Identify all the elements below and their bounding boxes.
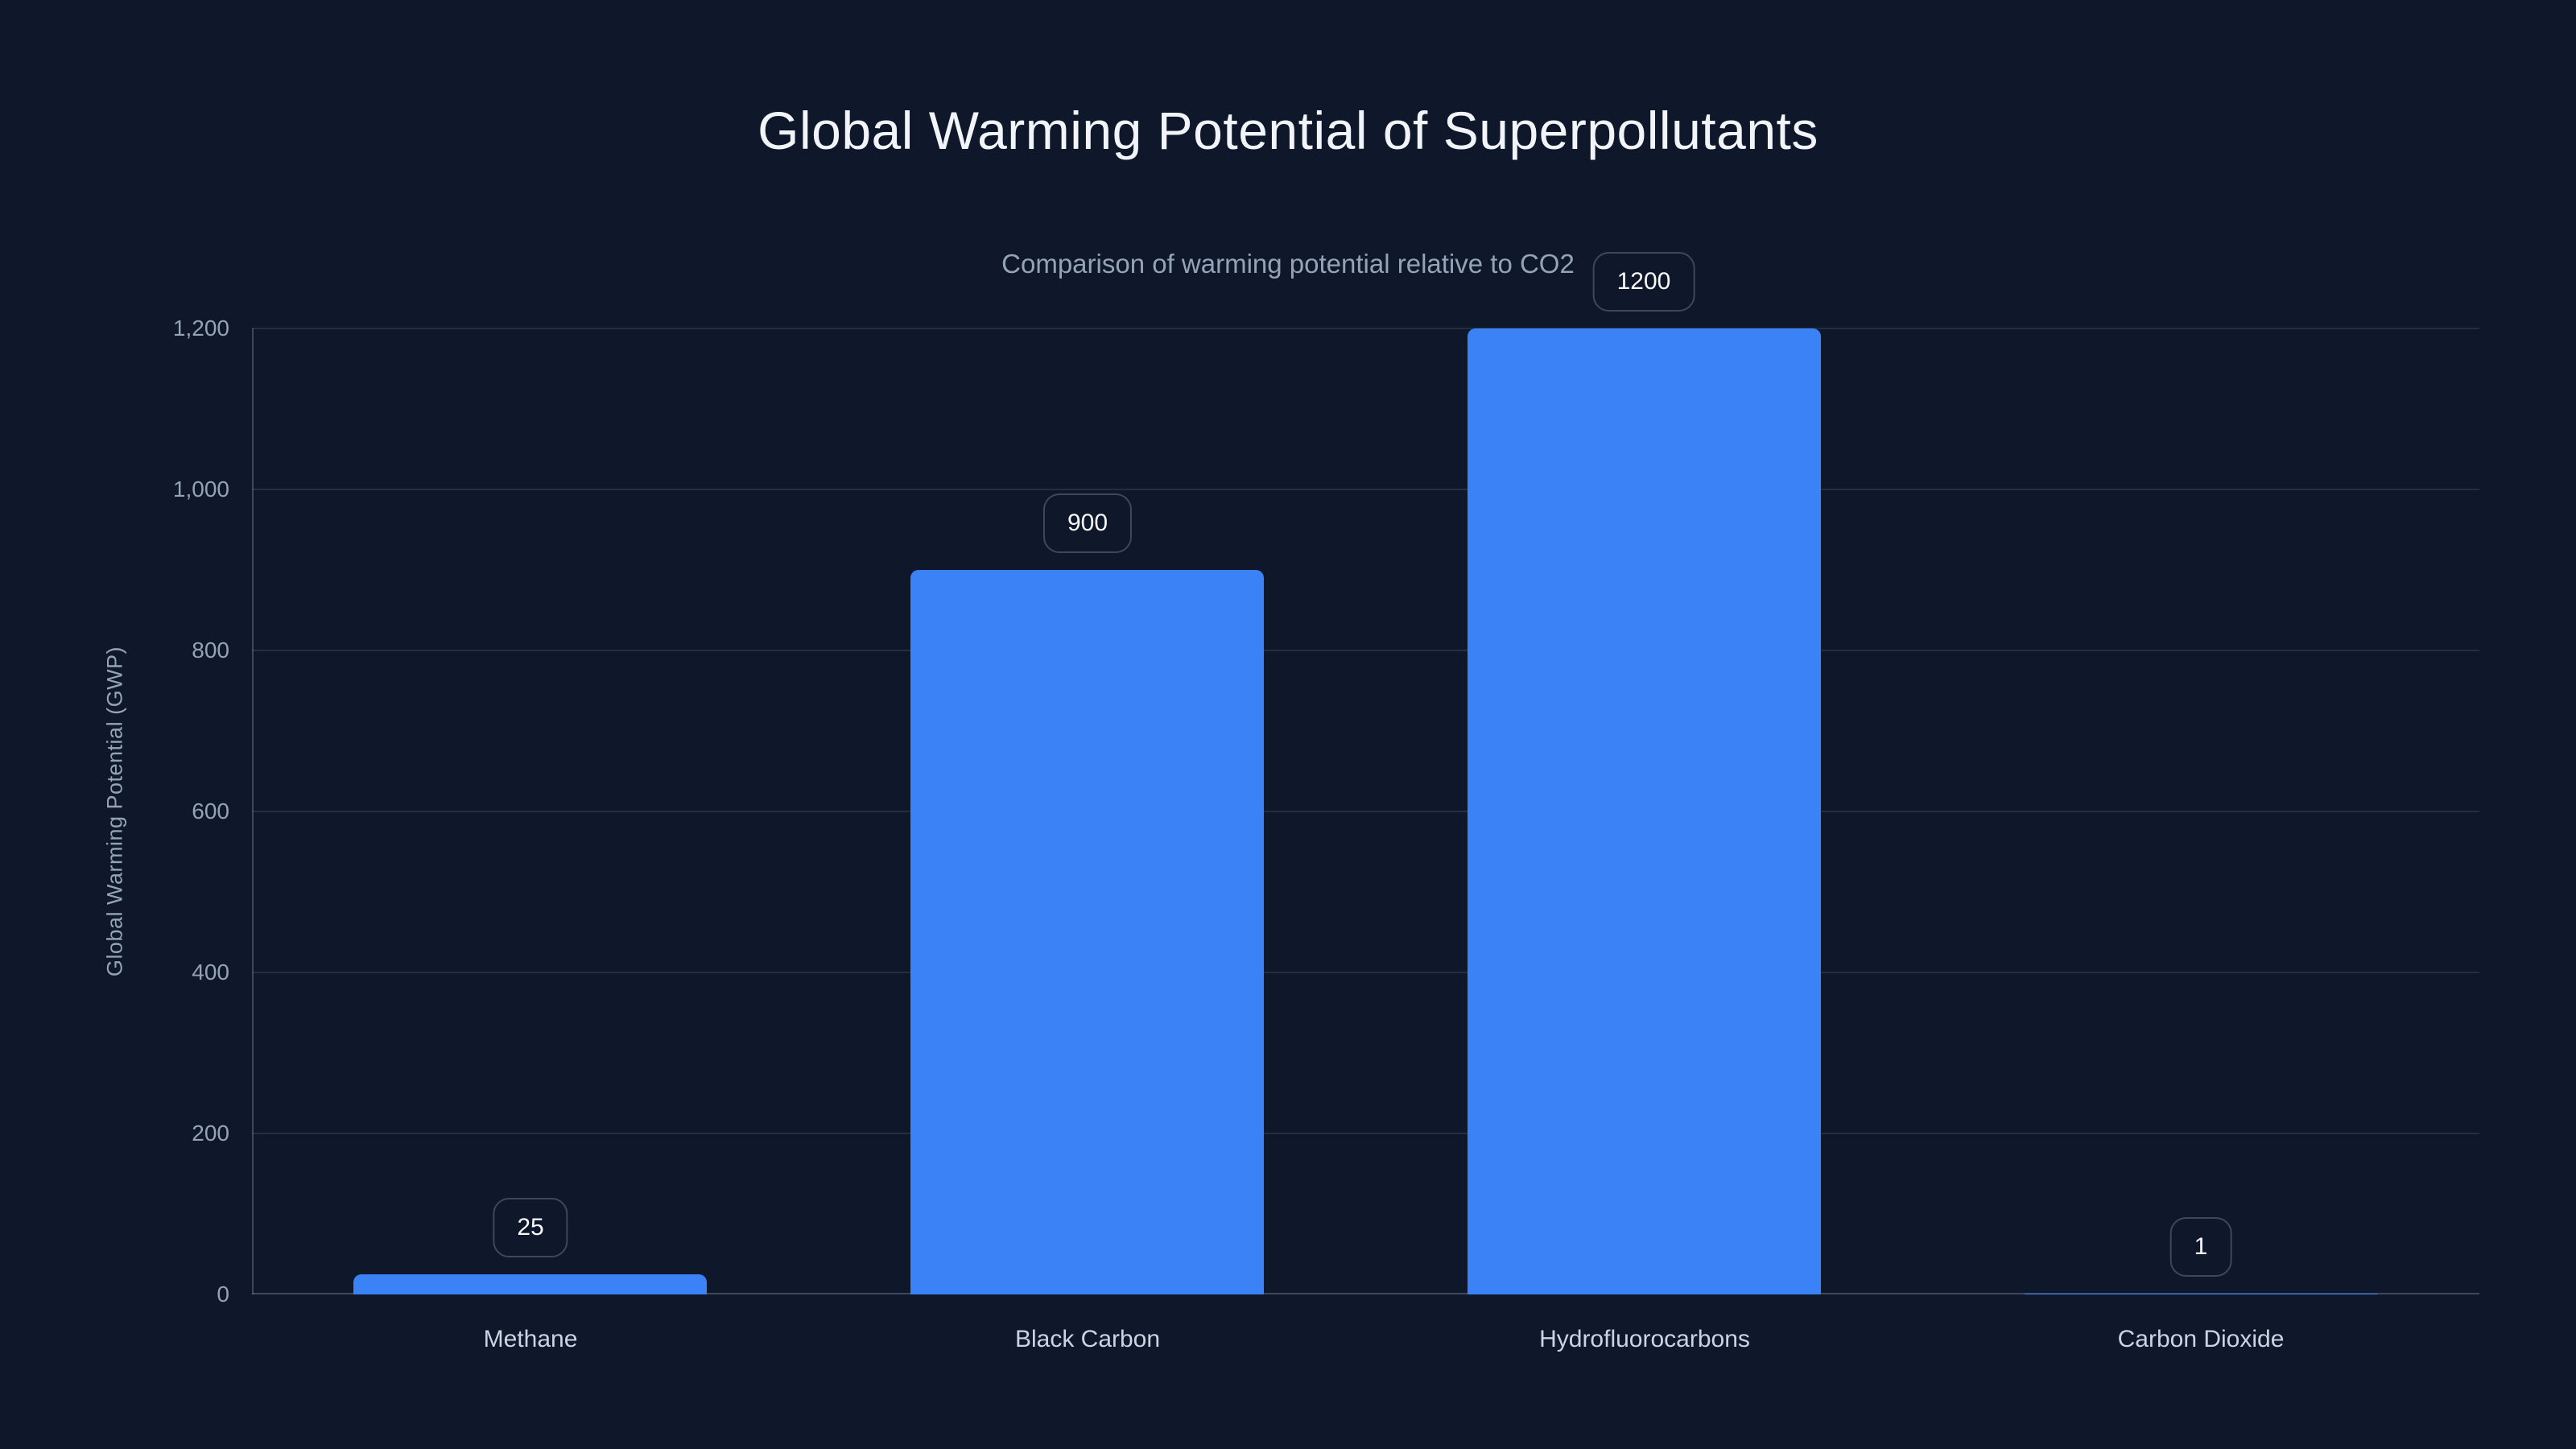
y-tick-label: 800 [192, 638, 229, 663]
x-tick-label-carbon-dioxide: Carbon Dioxide [2117, 1326, 2285, 1352]
gridline-1200 [252, 328, 2479, 329]
y-tick-label: 1,200 [172, 316, 229, 341]
y-tick-label: 1,000 [172, 477, 229, 502]
x-axis-line [252, 1293, 2479, 1294]
bar-hydrofluorocarbons [1468, 328, 1821, 1294]
value-badge: 25 [493, 1198, 568, 1257]
x-tick-label-hydrofluorocarbons: Hydrofluorocarbons [1539, 1326, 1750, 1352]
bar-methane [353, 1274, 707, 1294]
chart-title: Global Warming Potential of Superpolluta… [758, 101, 1818, 160]
gridline-200 [252, 1133, 2479, 1134]
gridline-400 [252, 972, 2479, 973]
gridline-1000 [252, 489, 2479, 490]
x-tick-label-black-carbon: Black Carbon [1014, 1326, 1161, 1352]
x-tick-label-methane: Methane [483, 1326, 578, 1352]
y-tick-label: 0 [217, 1282, 229, 1307]
plot-area: 25 900 1200 1 [252, 252, 2479, 1294]
value-badge: 1200 [1592, 252, 1695, 312]
y-axis-line [252, 328, 254, 1294]
value-badge: 1 [2169, 1217, 2232, 1277]
gridline-600 [252, 811, 2479, 812]
y-tick-label: 200 [192, 1121, 229, 1146]
y-tick-label: 400 [192, 960, 229, 985]
bar-black-carbon [910, 570, 1264, 1294]
value-badge: 900 [1042, 493, 1133, 553]
gridline-800 [252, 650, 2479, 651]
y-tick-label: 600 [192, 799, 229, 824]
chart-subtitle: Comparison of warming potential relative… [1001, 249, 1575, 279]
